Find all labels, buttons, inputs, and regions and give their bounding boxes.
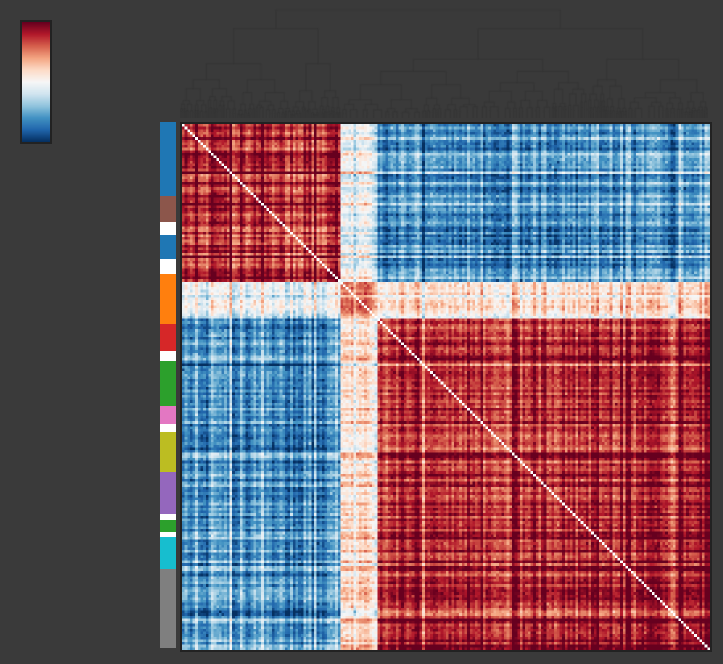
row-color-segment — [160, 406, 176, 424]
row-color-segment — [160, 235, 176, 259]
clustermap-figure — [0, 0, 723, 664]
row-color-segment — [160, 569, 176, 648]
row-color-segment — [160, 196, 176, 222]
row-color-segment — [160, 351, 176, 362]
row-color-segment — [160, 259, 176, 275]
row-color-segment — [160, 472, 176, 514]
row-color-sidebar — [160, 122, 176, 648]
colorbar — [20, 20, 52, 144]
column-dendrogram — [180, 8, 708, 118]
row-color-segment — [160, 424, 176, 432]
row-color-segment — [160, 222, 176, 235]
row-color-segment — [160, 324, 176, 350]
row-color-segment — [160, 122, 176, 196]
colorbar-gradient — [22, 22, 50, 142]
heatmap — [180, 122, 712, 652]
row-color-segment — [160, 432, 176, 471]
row-color-segment — [160, 274, 176, 324]
heatmap-canvas — [182, 124, 710, 650]
row-color-segment — [160, 520, 176, 532]
row-color-segment — [160, 537, 176, 569]
row-color-segment — [160, 361, 176, 406]
